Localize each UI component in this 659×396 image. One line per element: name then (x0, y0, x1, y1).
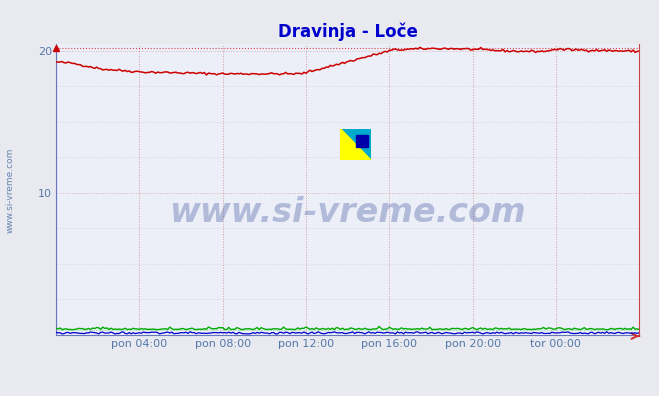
Polygon shape (340, 129, 371, 160)
Text: www.si-vreme.com: www.si-vreme.com (169, 196, 526, 229)
Text: www.si-vreme.com: www.si-vreme.com (5, 147, 14, 233)
Title: Dravinja - Loče: Dravinja - Loče (277, 22, 418, 41)
Polygon shape (340, 129, 371, 160)
Bar (356, 135, 368, 147)
